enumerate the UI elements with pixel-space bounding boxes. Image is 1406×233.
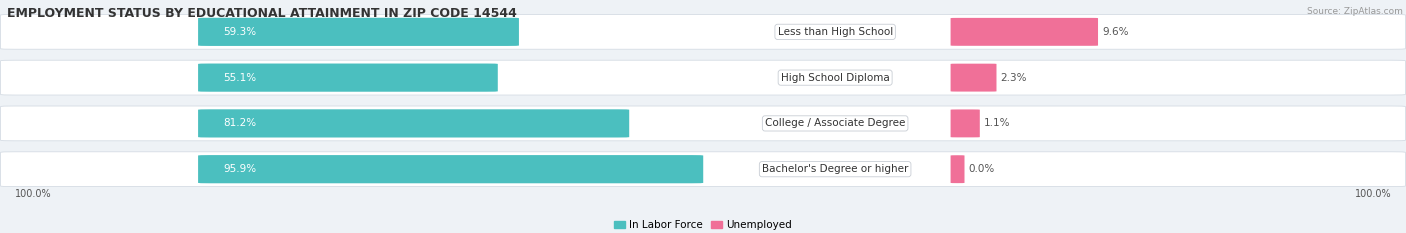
FancyBboxPatch shape <box>0 60 1406 95</box>
FancyBboxPatch shape <box>0 152 1406 187</box>
FancyBboxPatch shape <box>950 64 997 92</box>
Text: Less than High School: Less than High School <box>778 27 893 37</box>
Text: College / Associate Degree: College / Associate Degree <box>765 118 905 128</box>
Text: 55.1%: 55.1% <box>224 73 256 83</box>
Text: Bachelor's Degree or higher: Bachelor's Degree or higher <box>762 164 908 174</box>
Text: 2.3%: 2.3% <box>1001 73 1028 83</box>
FancyBboxPatch shape <box>950 155 965 183</box>
Text: 9.6%: 9.6% <box>1102 27 1129 37</box>
FancyBboxPatch shape <box>950 18 1098 46</box>
Text: High School Diploma: High School Diploma <box>780 73 890 83</box>
Text: 1.1%: 1.1% <box>984 118 1011 128</box>
FancyBboxPatch shape <box>198 155 703 183</box>
Text: 100.0%: 100.0% <box>1355 189 1392 199</box>
Text: Source: ZipAtlas.com: Source: ZipAtlas.com <box>1308 7 1403 16</box>
Text: 100.0%: 100.0% <box>14 189 51 199</box>
FancyBboxPatch shape <box>950 110 980 137</box>
Text: 0.0%: 0.0% <box>969 164 995 174</box>
FancyBboxPatch shape <box>0 106 1406 141</box>
FancyBboxPatch shape <box>198 109 630 137</box>
Legend: In Labor Force, Unemployed: In Labor Force, Unemployed <box>610 216 796 233</box>
Text: 59.3%: 59.3% <box>224 27 256 37</box>
Text: 95.9%: 95.9% <box>224 164 256 174</box>
FancyBboxPatch shape <box>198 18 519 46</box>
Text: 81.2%: 81.2% <box>224 118 256 128</box>
Text: EMPLOYMENT STATUS BY EDUCATIONAL ATTAINMENT IN ZIP CODE 14544: EMPLOYMENT STATUS BY EDUCATIONAL ATTAINM… <box>7 7 517 20</box>
FancyBboxPatch shape <box>0 14 1406 49</box>
FancyBboxPatch shape <box>198 64 498 92</box>
